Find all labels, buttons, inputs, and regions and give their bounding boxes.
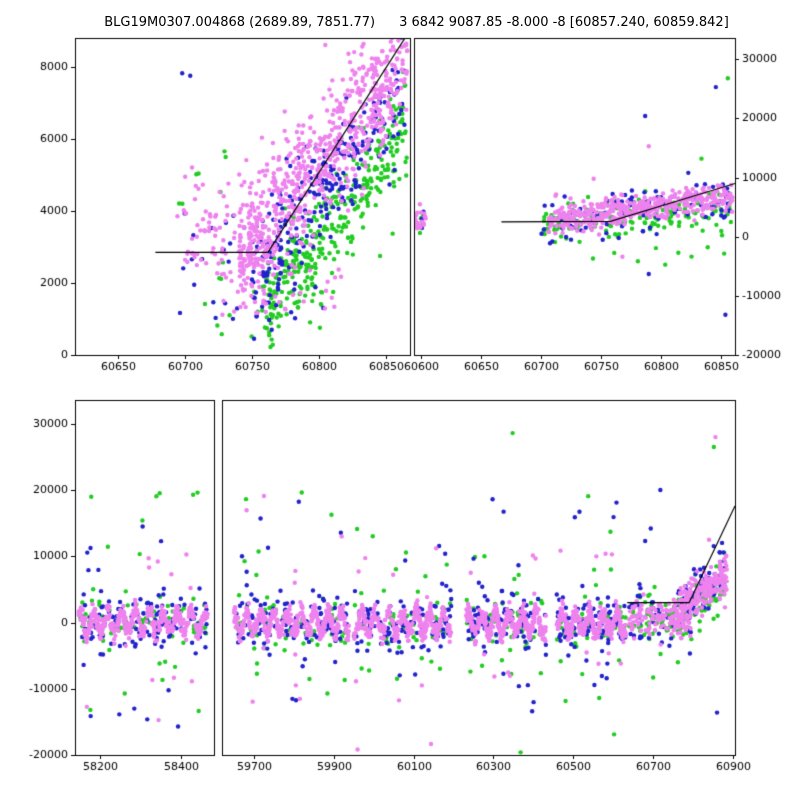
figure-title: BLG19M0307.004868 (2689.89, 7851.77) 3 68… xyxy=(33,15,800,30)
title-fit-params: 3 6842 9087.85 -8.000 -8 [60857.240, 608… xyxy=(399,15,729,30)
title-event-id: BLG19M0307.004868 (2689.89, 7851.77) xyxy=(104,15,376,30)
